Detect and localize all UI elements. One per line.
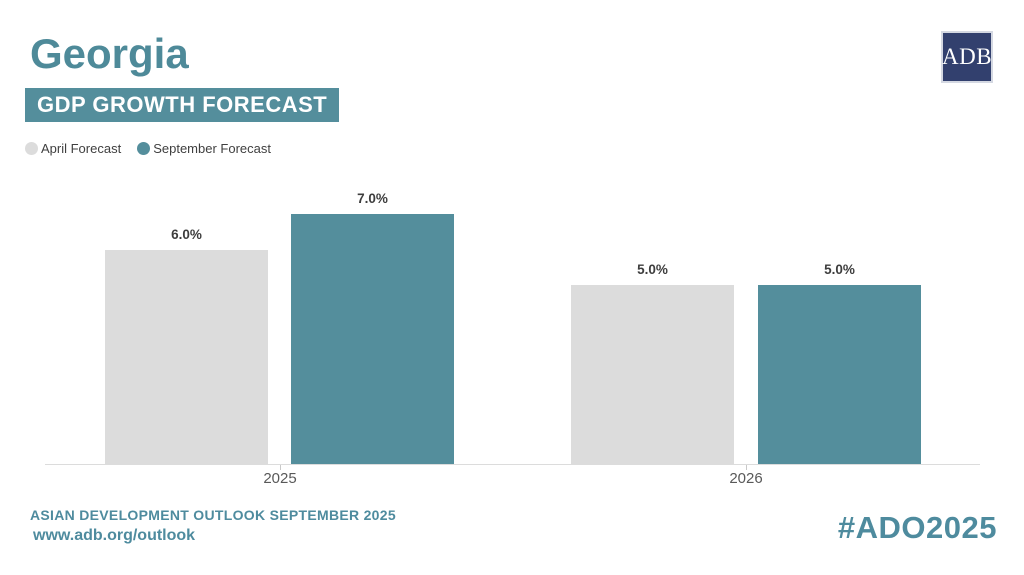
bar-2025-september-forecast xyxy=(291,214,454,464)
april-forecast-swatch-icon xyxy=(25,142,38,155)
subtitle-banner-label: GDP GROWTH FORECAST xyxy=(37,92,328,117)
bar-2026-september-forecast xyxy=(758,285,921,464)
page-title: Georgia xyxy=(30,30,189,77)
bar-value-label-2026-september-forecast: 5.0% xyxy=(824,262,855,277)
legend-item-september-forecast: September Forecast xyxy=(137,141,271,156)
x-axis-label-2025: 2025 xyxy=(263,470,297,487)
chart-legend: April Forecast September Forecast xyxy=(25,141,271,156)
bar-value-label-2025-september-forecast: 7.0% xyxy=(357,191,388,206)
x-axis-tick-2026 xyxy=(746,465,747,470)
bar-2026-april-forecast xyxy=(571,285,734,464)
september-forecast-swatch-icon xyxy=(137,142,151,155)
legend-label-april-forecast: April Forecast xyxy=(41,141,122,156)
x-axis-tick-2025 xyxy=(280,465,281,470)
footer-hashtag: #ADO2025 xyxy=(837,510,997,545)
legend-item-april-forecast: April Forecast xyxy=(25,141,121,156)
bar-value-label-2026-april-forecast: 5.0% xyxy=(637,262,668,277)
legend-label-september-forecast: September Forecast xyxy=(153,141,271,156)
footer-url: www.adb.org/outlook xyxy=(33,527,196,544)
x-axis-line xyxy=(45,464,980,465)
adb-logo: ADB xyxy=(941,31,993,83)
footer-outlook-title: ASIAN DEVELOPMENT OUTLOOK SEPTEMBER 2025 xyxy=(30,507,396,523)
bar-2025-april-forecast xyxy=(105,250,268,464)
subtitle-banner: GDP GROWTH FORECAST xyxy=(25,88,340,122)
adb-logo-text: ADB xyxy=(941,44,993,69)
x-axis-label-2026: 2026 xyxy=(729,470,763,487)
bar-value-label-2025-april-forecast: 6.0% xyxy=(171,227,202,242)
